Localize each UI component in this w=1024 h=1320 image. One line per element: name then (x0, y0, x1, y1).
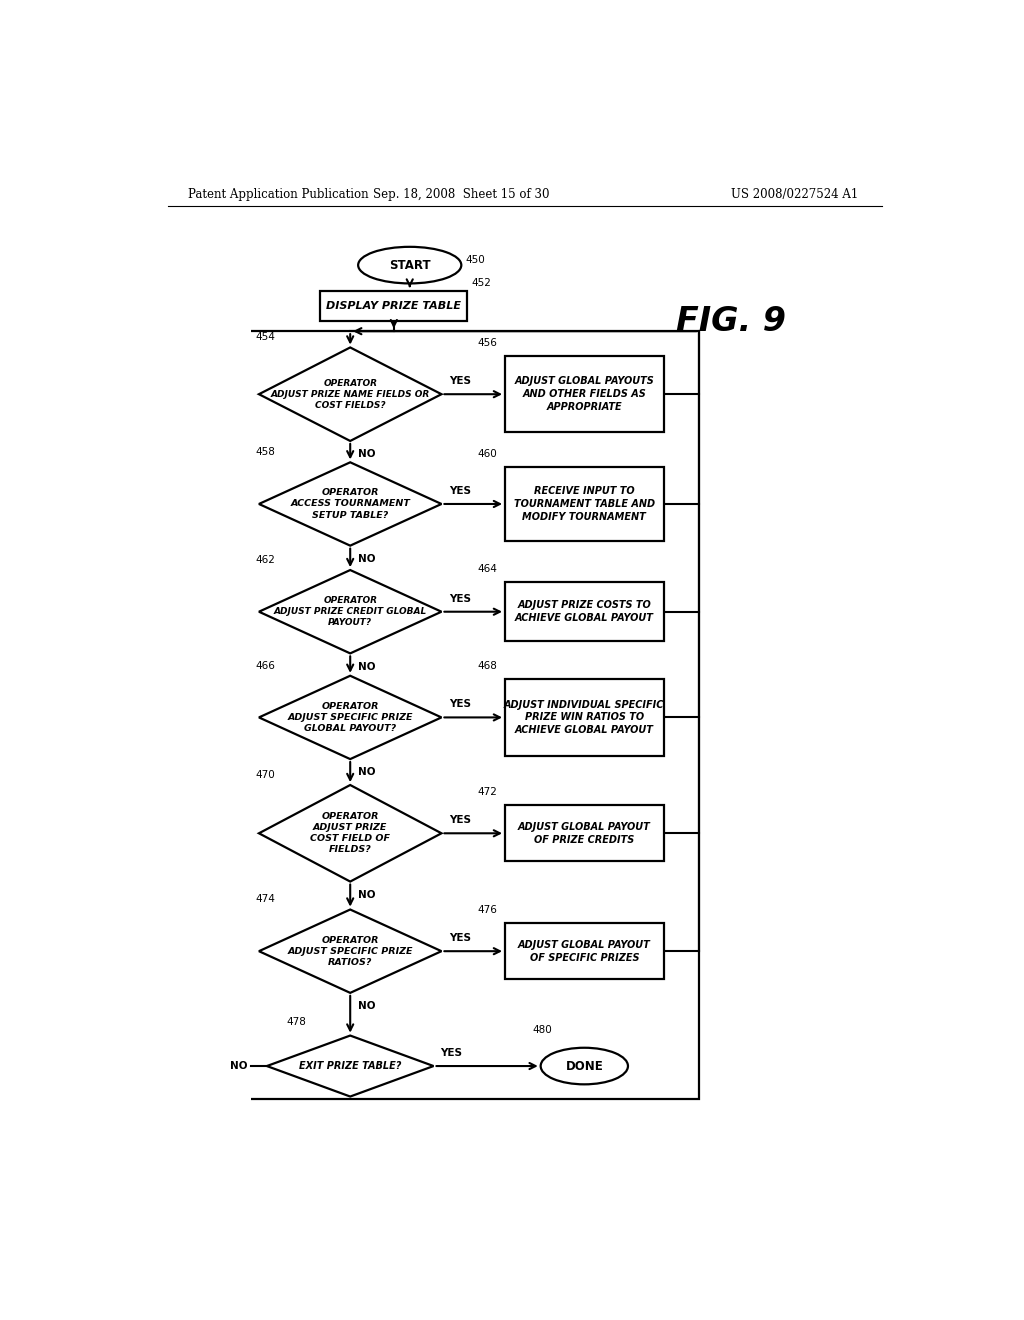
Polygon shape (259, 676, 441, 759)
Text: YES: YES (450, 816, 471, 825)
Text: YES: YES (450, 486, 471, 496)
Text: NO: NO (229, 1061, 247, 1071)
Text: FIG. 9: FIG. 9 (676, 305, 786, 338)
Text: DISPLAY PRIZE TABLE: DISPLAY PRIZE TABLE (327, 301, 462, 310)
Polygon shape (259, 909, 441, 993)
Text: NO: NO (358, 449, 376, 459)
Text: NO: NO (358, 661, 376, 672)
FancyBboxPatch shape (505, 467, 664, 541)
Text: 456: 456 (477, 338, 497, 347)
Text: NO: NO (358, 890, 376, 900)
Text: YES: YES (450, 700, 471, 709)
Text: NO: NO (358, 554, 376, 564)
Text: START: START (389, 259, 430, 272)
Text: 454: 454 (255, 333, 274, 342)
Text: OPERATOR
ADJUST PRIZE
COST FIELD OF
FIELDS?: OPERATOR ADJUST PRIZE COST FIELD OF FIEL… (310, 812, 390, 854)
Text: OPERATOR
ADJUST PRIZE CREDIT GLOBAL
PAYOUT?: OPERATOR ADJUST PRIZE CREDIT GLOBAL PAYO… (273, 597, 427, 627)
Text: OPERATOR
ADJUST PRIZE NAME FIELDS OR
COST FIELDS?: OPERATOR ADJUST PRIZE NAME FIELDS OR COS… (270, 379, 430, 409)
Text: 460: 460 (477, 449, 497, 459)
Text: 462: 462 (255, 554, 274, 565)
Text: YES: YES (450, 933, 471, 942)
Text: ADJUST INDIVIDUAL SPECIFIC
PRIZE WIN RATIOS TO
ACHIEVE GLOBAL PAYOUT: ADJUST INDIVIDUAL SPECIFIC PRIZE WIN RAT… (504, 700, 665, 735)
Text: OPERATOR
ACCESS TOURNAMENT
SETUP TABLE?: OPERATOR ACCESS TOURNAMENT SETUP TABLE? (290, 488, 411, 520)
FancyBboxPatch shape (505, 805, 664, 861)
Text: US 2008/0227524 A1: US 2008/0227524 A1 (731, 189, 858, 202)
Text: NO: NO (358, 1001, 376, 1011)
Text: NO: NO (358, 767, 376, 777)
Text: Patent Application Publication: Patent Application Publication (187, 189, 369, 202)
Text: 470: 470 (255, 770, 274, 780)
Text: OPERATOR
ADJUST SPECIFIC PRIZE
RATIOS?: OPERATOR ADJUST SPECIFIC PRIZE RATIOS? (288, 936, 413, 966)
Polygon shape (259, 570, 441, 653)
Text: 468: 468 (477, 661, 497, 671)
Text: 452: 452 (471, 279, 492, 288)
Text: 476: 476 (477, 906, 497, 915)
Text: 450: 450 (465, 255, 485, 265)
FancyBboxPatch shape (505, 356, 664, 433)
Text: ADJUST GLOBAL PAYOUT
OF PRIZE CREDITS: ADJUST GLOBAL PAYOUT OF PRIZE CREDITS (518, 822, 650, 845)
Text: 474: 474 (255, 894, 274, 904)
FancyBboxPatch shape (505, 582, 664, 642)
FancyBboxPatch shape (321, 290, 467, 321)
Text: 466: 466 (255, 660, 274, 671)
Text: DONE: DONE (565, 1060, 603, 1073)
Text: 472: 472 (477, 787, 497, 797)
Text: ADJUST GLOBAL PAYOUT
OF SPECIFIC PRIZES: ADJUST GLOBAL PAYOUT OF SPECIFIC PRIZES (518, 940, 650, 962)
Text: Sep. 18, 2008  Sheet 15 of 30: Sep. 18, 2008 Sheet 15 of 30 (373, 189, 550, 202)
Text: 480: 480 (532, 1026, 553, 1035)
Text: YES: YES (440, 1048, 462, 1057)
Text: OPERATOR
ADJUST SPECIFIC PRIZE
GLOBAL PAYOUT?: OPERATOR ADJUST SPECIFIC PRIZE GLOBAL PA… (288, 702, 413, 733)
FancyBboxPatch shape (505, 923, 664, 979)
Text: ADJUST GLOBAL PAYOUTS
AND OTHER FIELDS AS
APPROPRIATE: ADJUST GLOBAL PAYOUTS AND OTHER FIELDS A… (514, 376, 654, 412)
Text: EXIT PRIZE TABLE?: EXIT PRIZE TABLE? (299, 1061, 401, 1071)
Polygon shape (259, 347, 441, 441)
Text: ADJUST PRIZE COSTS TO
ACHIEVE GLOBAL PAYOUT: ADJUST PRIZE COSTS TO ACHIEVE GLOBAL PAY… (515, 601, 653, 623)
FancyBboxPatch shape (505, 680, 664, 755)
Text: 478: 478 (287, 1018, 306, 1027)
Text: RECEIVE INPUT TO
TOURNAMENT TABLE AND
MODIFY TOURNAMENT: RECEIVE INPUT TO TOURNAMENT TABLE AND MO… (514, 486, 655, 521)
Text: 464: 464 (477, 564, 497, 574)
Text: YES: YES (450, 376, 471, 385)
Polygon shape (259, 462, 441, 545)
Polygon shape (259, 785, 441, 882)
Text: YES: YES (450, 594, 471, 603)
Text: 458: 458 (255, 447, 274, 457)
Polygon shape (267, 1036, 433, 1097)
